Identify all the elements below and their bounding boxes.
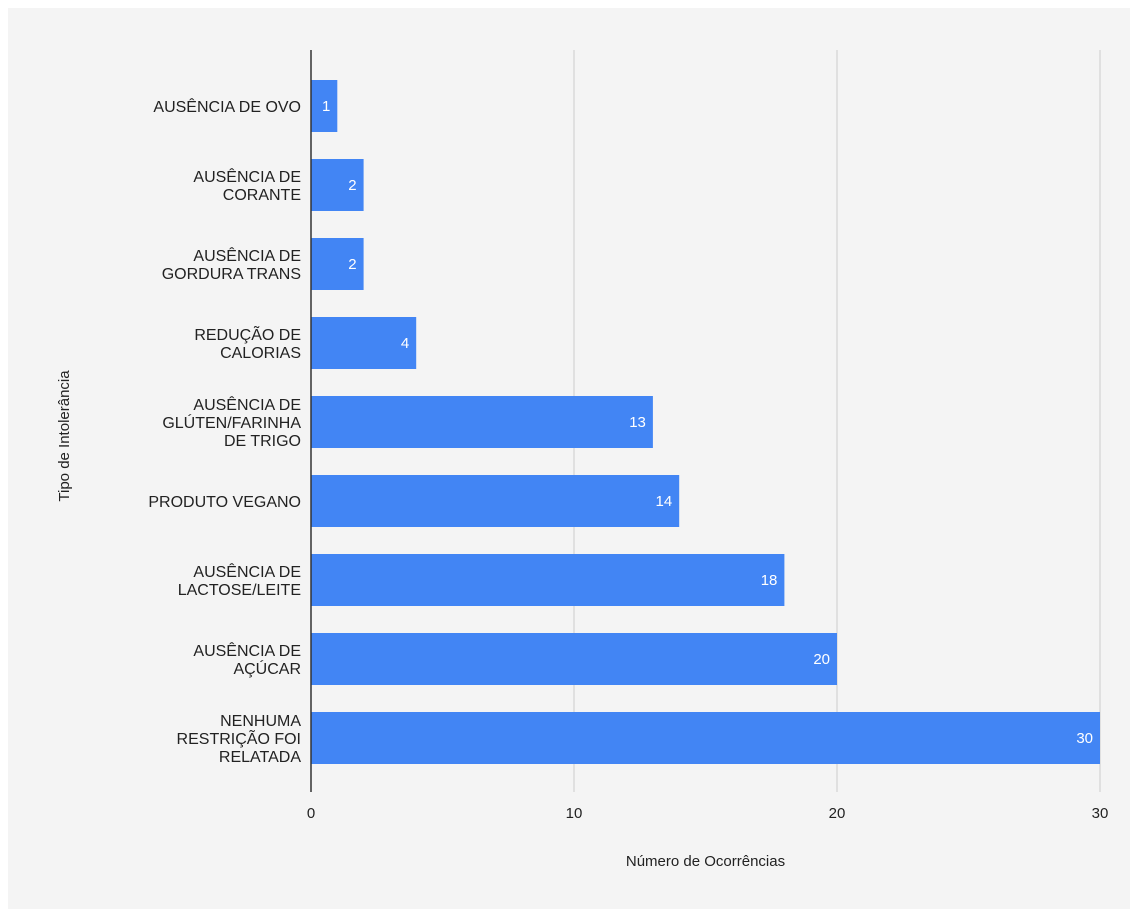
bar	[311, 317, 417, 369]
category-label-line: RELATADA	[219, 749, 301, 766]
category-label-line: CORANTE	[223, 187, 301, 204]
category-label-line: DE TRIGO	[224, 433, 301, 450]
category-label-line: AUSÊNCIA DE	[193, 562, 301, 581]
category-label: PRODUTO VEGANO	[148, 494, 301, 511]
x-tick-label: 20	[829, 805, 846, 822]
category-label-line: REDUÇÃO DE	[194, 324, 301, 344]
bar	[311, 475, 680, 527]
category-label-line: LACTOSE/LEITE	[178, 582, 301, 599]
bar	[311, 80, 338, 132]
x-axis-ticks: 0 10 20 30	[307, 805, 1109, 822]
bar-value-label: 2	[348, 177, 356, 194]
category-label-line: NENHUMA	[220, 713, 301, 730]
category-label-line: GLÚTEN/FARINHA	[162, 413, 301, 432]
bar	[311, 633, 837, 685]
category-label-line: RESTRIÇÃO FOI	[177, 728, 301, 748]
bar-layer: 1 2 2 4 13 14 18 20 30	[311, 80, 1100, 764]
bar	[311, 238, 364, 290]
bar-value-label: 14	[656, 493, 673, 510]
x-tick-label: 0	[307, 805, 315, 822]
bar	[311, 396, 653, 448]
x-tick-label: 30	[1092, 805, 1109, 822]
y-axis-title: Tipo de Intolerância	[56, 370, 73, 502]
category-label-line: AUSÊNCIA DE	[193, 641, 301, 660]
bar-value-label: 18	[761, 572, 778, 589]
category-label: AUSÊNCIA DE OVO	[153, 97, 301, 116]
x-axis-title: Número de Ocorrências	[626, 853, 785, 870]
category-label-line: AUSÊNCIA DE OVO	[153, 97, 301, 116]
category-label-line: AUSÊNCIA DE	[193, 395, 301, 414]
bar	[311, 159, 364, 211]
bar-value-label: 4	[401, 335, 409, 352]
bar-value-label: 1	[322, 98, 330, 115]
bar-value-label: 30	[1076, 730, 1093, 747]
category-label-line: AUSÊNCIA DE	[193, 246, 301, 265]
bar-value-label: 2	[348, 256, 356, 273]
category-label-line: CALORIAS	[220, 345, 301, 362]
category-label-line: AUSÊNCIA DE	[193, 167, 301, 186]
bar	[311, 554, 785, 606]
bar	[311, 712, 1100, 764]
category-label-line: AÇÚCAR	[233, 659, 301, 678]
category-label-line: GORDURA TRANS	[162, 266, 301, 283]
category-label-line: PRODUTO VEGANO	[148, 494, 301, 511]
bar-value-label: 13	[629, 414, 646, 431]
bar-value-label: 20	[813, 651, 830, 668]
x-tick-label: 10	[566, 805, 583, 822]
